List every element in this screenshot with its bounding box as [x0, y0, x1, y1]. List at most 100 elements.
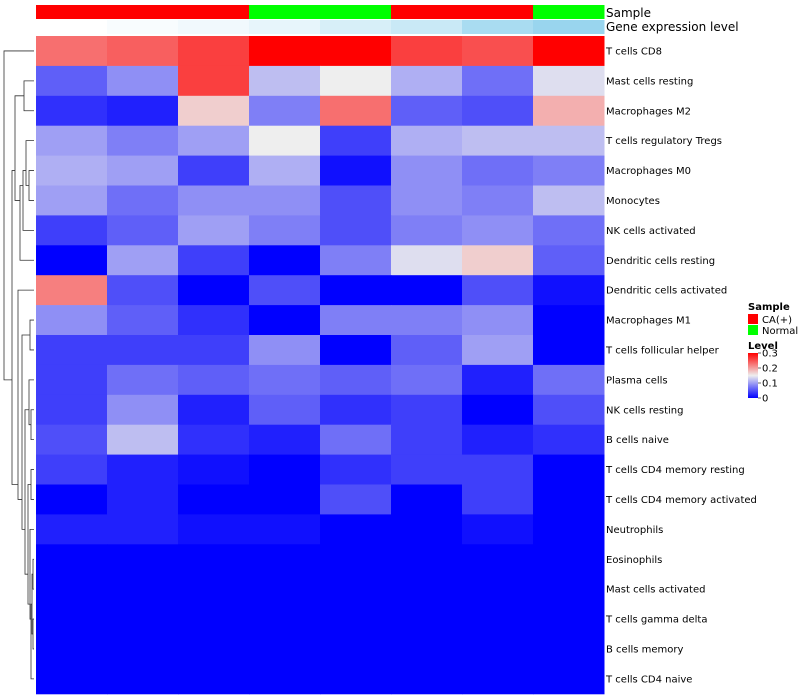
heatmap-cell	[320, 514, 392, 545]
heatmap-cell	[178, 604, 250, 635]
heatmap-cell	[107, 364, 179, 396]
dendrogram-branch	[19, 185, 34, 261]
heatmap-cell	[36, 65, 108, 97]
heatmap-cell	[107, 604, 179, 635]
heatmap-cell	[107, 245, 179, 276]
heatmap-cell	[320, 185, 392, 216]
heatmap-cell	[107, 95, 179, 127]
row-label: T cells CD8	[605, 46, 662, 57]
heatmap-cell	[178, 484, 250, 515]
heatmap-cell	[107, 634, 179, 665]
heatmap-cell	[178, 394, 250, 426]
heatmap-cell	[533, 364, 605, 396]
annotation-label-expression: Gene expression level	[606, 20, 739, 34]
legend-tick-label: 0	[762, 394, 768, 405]
heatmap-cell	[107, 394, 179, 426]
expression-annotation-cell	[320, 20, 392, 34]
heatmap-cell	[178, 634, 250, 665]
heatmap-cell	[36, 574, 108, 605]
heatmap-cell	[249, 245, 321, 276]
heatmap-cell	[391, 364, 463, 396]
row-label: T cells follicular helper	[605, 345, 720, 356]
heatmap-cell	[462, 305, 534, 336]
heatmap-cell	[249, 155, 321, 186]
heatmap-cell	[36, 36, 108, 67]
heatmap-cell	[462, 245, 534, 276]
heatmap-cell	[107, 275, 179, 306]
heatmap-cell	[178, 245, 250, 276]
heatmap-cell	[249, 95, 321, 127]
sample-annotation-cell	[249, 5, 321, 19]
heatmap-cell	[249, 454, 321, 485]
heatmap-cell	[533, 574, 605, 605]
heatmap-cell	[36, 245, 108, 276]
heatmap-cell	[249, 215, 321, 246]
heatmap-cell	[107, 335, 179, 366]
heatmap-cell	[320, 95, 392, 127]
dendrogram-branch	[27, 484, 31, 605]
expression-annotation-cell	[107, 20, 179, 34]
heatmap-cell	[320, 215, 392, 246]
dendrogram-branch	[29, 528, 34, 620]
heatmap-cell	[178, 335, 250, 366]
heatmap-cell	[391, 663, 463, 695]
dendrogram-branch	[28, 379, 34, 426]
row-label: NK cells activated	[606, 226, 696, 237]
row-label: Macrophages M0	[606, 166, 691, 177]
expression-annotation-cell	[533, 20, 605, 34]
heatmap-cell	[249, 574, 321, 605]
heatmap-cell	[249, 36, 321, 67]
expression-annotation-cell	[391, 20, 463, 34]
heatmap-cell	[178, 215, 250, 246]
legend-tick-label: 0.3	[762, 349, 778, 360]
heatmap-cell	[249, 125, 321, 157]
heatmap-cell	[178, 424, 250, 456]
row-label: T cells CD4 memory resting	[605, 465, 745, 476]
dendrogram-branch	[28, 170, 34, 201]
heatmap-cell	[320, 394, 392, 426]
annotation-label-sample: Sample	[606, 6, 651, 20]
heatmap-cell	[107, 125, 179, 157]
dendrogram-branch	[25, 140, 34, 186]
heatmap-cell	[178, 514, 250, 545]
dendrogram-branch	[30, 603, 34, 680]
legend-level-title: Level	[748, 341, 778, 352]
heatmap-cell	[320, 634, 392, 665]
heatmap-cell	[533, 484, 605, 515]
dendrogram-branch	[24, 409, 29, 575]
legend-sample-title: Sample	[748, 302, 790, 313]
heatmap-cell	[391, 125, 463, 157]
heatmap-cell	[107, 663, 179, 695]
heatmap-cell	[178, 574, 250, 605]
row-label: Neutrophils	[606, 525, 663, 536]
heatmap-cell	[462, 634, 534, 665]
heatmap-cell	[320, 155, 392, 186]
heatmap-cell	[249, 305, 321, 336]
heatmap-cell	[320, 245, 392, 276]
row-label: NK cells resting	[606, 405, 683, 416]
row-label: T cells gamma delta	[605, 615, 707, 626]
row-label: B cells naive	[606, 435, 669, 446]
heatmap-cell	[391, 574, 463, 605]
heatmap-cell	[462, 484, 534, 515]
heatmap-cell	[249, 634, 321, 665]
row-label: T cells CD4 naive	[605, 674, 692, 685]
dendrogram-branch	[14, 95, 24, 201]
heatmap-cell	[462, 185, 534, 216]
heatmap-cell	[533, 305, 605, 336]
legend-tick-label: 0.2	[762, 364, 778, 375]
sample-annotation-cell	[178, 5, 250, 19]
row-label: T cells CD4 memory activated	[605, 495, 757, 506]
heatmap-cell	[533, 275, 605, 306]
heatmap-cell	[249, 424, 321, 456]
heatmap-cell	[320, 604, 392, 635]
sample-annotation-cell	[462, 5, 534, 19]
sample-annotation-cell	[36, 5, 108, 19]
heatmap-cell	[462, 394, 534, 426]
dendrogram-branch	[22, 170, 34, 231]
heatmap-cell	[249, 185, 321, 216]
heatmap-cell	[249, 364, 321, 396]
heatmap-cell	[107, 454, 179, 485]
heatmap-cell	[107, 65, 179, 97]
heatmap-cell	[391, 604, 463, 635]
